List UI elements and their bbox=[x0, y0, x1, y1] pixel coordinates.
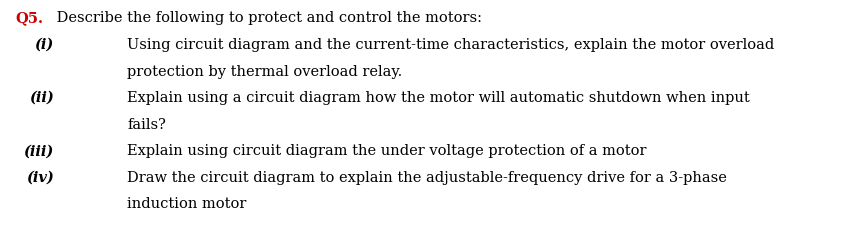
Text: (iii): (iii) bbox=[23, 144, 53, 158]
Text: (i): (i) bbox=[34, 38, 53, 52]
Text: Describe the following to protect and control the motors:: Describe the following to protect and co… bbox=[52, 11, 481, 25]
Text: Explain using circuit diagram the under voltage protection of a motor: Explain using circuit diagram the under … bbox=[127, 144, 647, 158]
Text: (iv): (iv) bbox=[26, 170, 53, 184]
Text: fails?: fails? bbox=[127, 117, 166, 131]
Text: Draw the circuit diagram to explain the adjustable-frequency drive for a 3-phase: Draw the circuit diagram to explain the … bbox=[127, 170, 728, 184]
Text: induction motor: induction motor bbox=[127, 197, 247, 210]
Text: (ii): (ii) bbox=[28, 91, 53, 105]
Text: Explain using a circuit diagram how the motor will automatic shutdown when input: Explain using a circuit diagram how the … bbox=[127, 91, 750, 105]
Text: protection by thermal overload relay.: protection by thermal overload relay. bbox=[127, 64, 403, 78]
Text: Using circuit diagram and the current-time characteristics, explain the motor ov: Using circuit diagram and the current-ti… bbox=[127, 38, 775, 52]
Text: Q5.: Q5. bbox=[15, 11, 44, 25]
